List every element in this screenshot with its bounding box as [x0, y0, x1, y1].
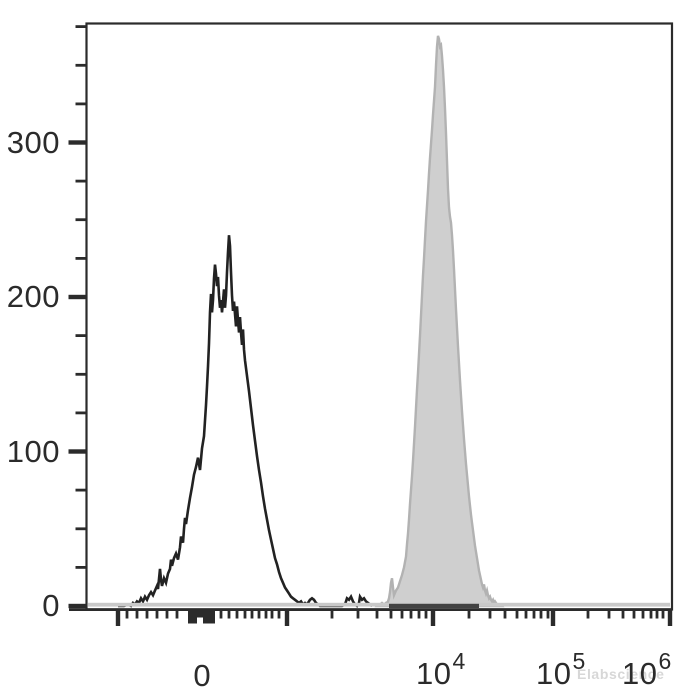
- y-minor-tick: [75, 411, 87, 415]
- x-minor-tick: [546, 609, 550, 619]
- x-minor-tick: [661, 609, 665, 619]
- x-tick-1e4-base: 10: [416, 656, 452, 691]
- x-minor-tick: [649, 609, 653, 619]
- y-minor-tick: [75, 102, 87, 106]
- watermark-text: Elabscience: [577, 666, 665, 682]
- y-minor-tick: [75, 566, 87, 569]
- x-tick-1e4-exponent: 4: [452, 648, 466, 674]
- x-minor-tick: [467, 609, 471, 619]
- y-minor-tick: [75, 372, 87, 376]
- x-minor-tick: [632, 609, 636, 619]
- x-tick-1e5-base: 10: [536, 656, 572, 691]
- x-axis-line: [69, 608, 672, 611]
- x-minor-tick: [586, 609, 590, 619]
- x-minor-tick: [607, 609, 611, 619]
- x-minor-tick: [264, 609, 268, 619]
- x-minor-tick: [250, 609, 254, 619]
- x-axis-tick-label-1e4: 104: [416, 645, 466, 691]
- x-minor-tick: [409, 609, 413, 619]
- y-axis-tick-label-300: 300: [6, 125, 60, 160]
- x-minor-tick: [175, 609, 179, 619]
- x-major-tick: [284, 609, 290, 626]
- x-minor-tick: [243, 609, 247, 619]
- x-minor-tick: [400, 609, 404, 619]
- x-axis-ticks: [115, 609, 673, 626]
- filled-histogram-curve: [374, 35, 505, 608]
- x-zero-tick-block: [203, 609, 215, 624]
- plot-frame: [69, 22, 674, 611]
- open-histogram-curve: [118, 235, 373, 608]
- filled-peak-base-band: [389, 603, 479, 608]
- x-axis-tick-label-0: 0: [187, 658, 217, 694]
- x-minor-tick: [417, 609, 421, 619]
- x-minor-tick: [227, 609, 231, 619]
- histogram-baseline: [88, 602, 670, 607]
- x-minor-tick: [375, 609, 379, 619]
- x-major-tick: [550, 609, 556, 626]
- x-minor-tick: [356, 609, 360, 619]
- y-minor-tick: [75, 527, 87, 531]
- x-minor-tick: [330, 609, 334, 619]
- y-major-tick: [68, 140, 87, 145]
- y-minor-tick: [75, 257, 87, 260]
- x-zero-tick-block: [188, 609, 197, 624]
- y-axis-tick-label-0: 0: [42, 588, 60, 623]
- x-minor-tick: [277, 609, 281, 619]
- histogram-curves: [88, 35, 670, 608]
- x-minor-tick: [389, 609, 393, 619]
- x-minor-tick: [515, 609, 519, 619]
- x-tick-1e5-exponent: 5: [572, 648, 586, 674]
- x-minor-tick: [655, 609, 659, 619]
- y-minor-tick: [75, 218, 87, 222]
- y-minor-tick: [75, 63, 87, 67]
- x-minor-tick: [524, 609, 528, 619]
- y-axis-tick-label-200: 200: [6, 279, 60, 314]
- x-minor-tick: [145, 609, 149, 619]
- y-axis-ticks: [68, 25, 87, 609]
- x-major-tick: [667, 609, 673, 626]
- x-minor-tick: [532, 609, 536, 619]
- y-major-tick: [68, 603, 87, 609]
- x-minor-tick: [539, 609, 543, 619]
- x-minor-tick: [219, 609, 223, 619]
- x-minor-tick: [270, 609, 274, 619]
- x-minor-tick: [235, 609, 239, 619]
- x-tick-0-text: 0: [193, 658, 211, 693]
- x-tick-1e6-exponent: 6: [658, 648, 672, 674]
- x-zero-tick-block: [197, 609, 203, 618]
- x-minor-tick: [155, 609, 159, 619]
- x-axis-tick-label-1e5: 105: [536, 645, 586, 691]
- y-minor-tick: [75, 25, 87, 28]
- plot-border: [85, 22, 674, 611]
- y-minor-tick: [75, 334, 87, 337]
- x-minor-tick: [424, 609, 428, 619]
- x-minor-tick: [135, 609, 139, 619]
- x-minor-tick: [641, 609, 645, 619]
- x-minor-tick: [503, 609, 507, 619]
- x-axis-tick-label-1e6: 106: [622, 645, 672, 691]
- y-axis-tick-label-100: 100: [6, 434, 60, 469]
- y-major-tick: [68, 449, 87, 454]
- x-minor-tick: [621, 609, 625, 619]
- x-minor-tick: [488, 609, 492, 619]
- x-minor-tick: [257, 609, 261, 619]
- y-minor-tick: [75, 488, 87, 492]
- x-major-tick: [430, 609, 436, 626]
- x-minor-tick: [125, 609, 129, 619]
- x-major-tick: [115, 609, 121, 626]
- x-minor-tick: [165, 609, 169, 619]
- y-minor-tick: [75, 179, 87, 183]
- y-major-tick: [68, 294, 87, 300]
- x-tick-1e6-base: 10: [622, 656, 658, 691]
